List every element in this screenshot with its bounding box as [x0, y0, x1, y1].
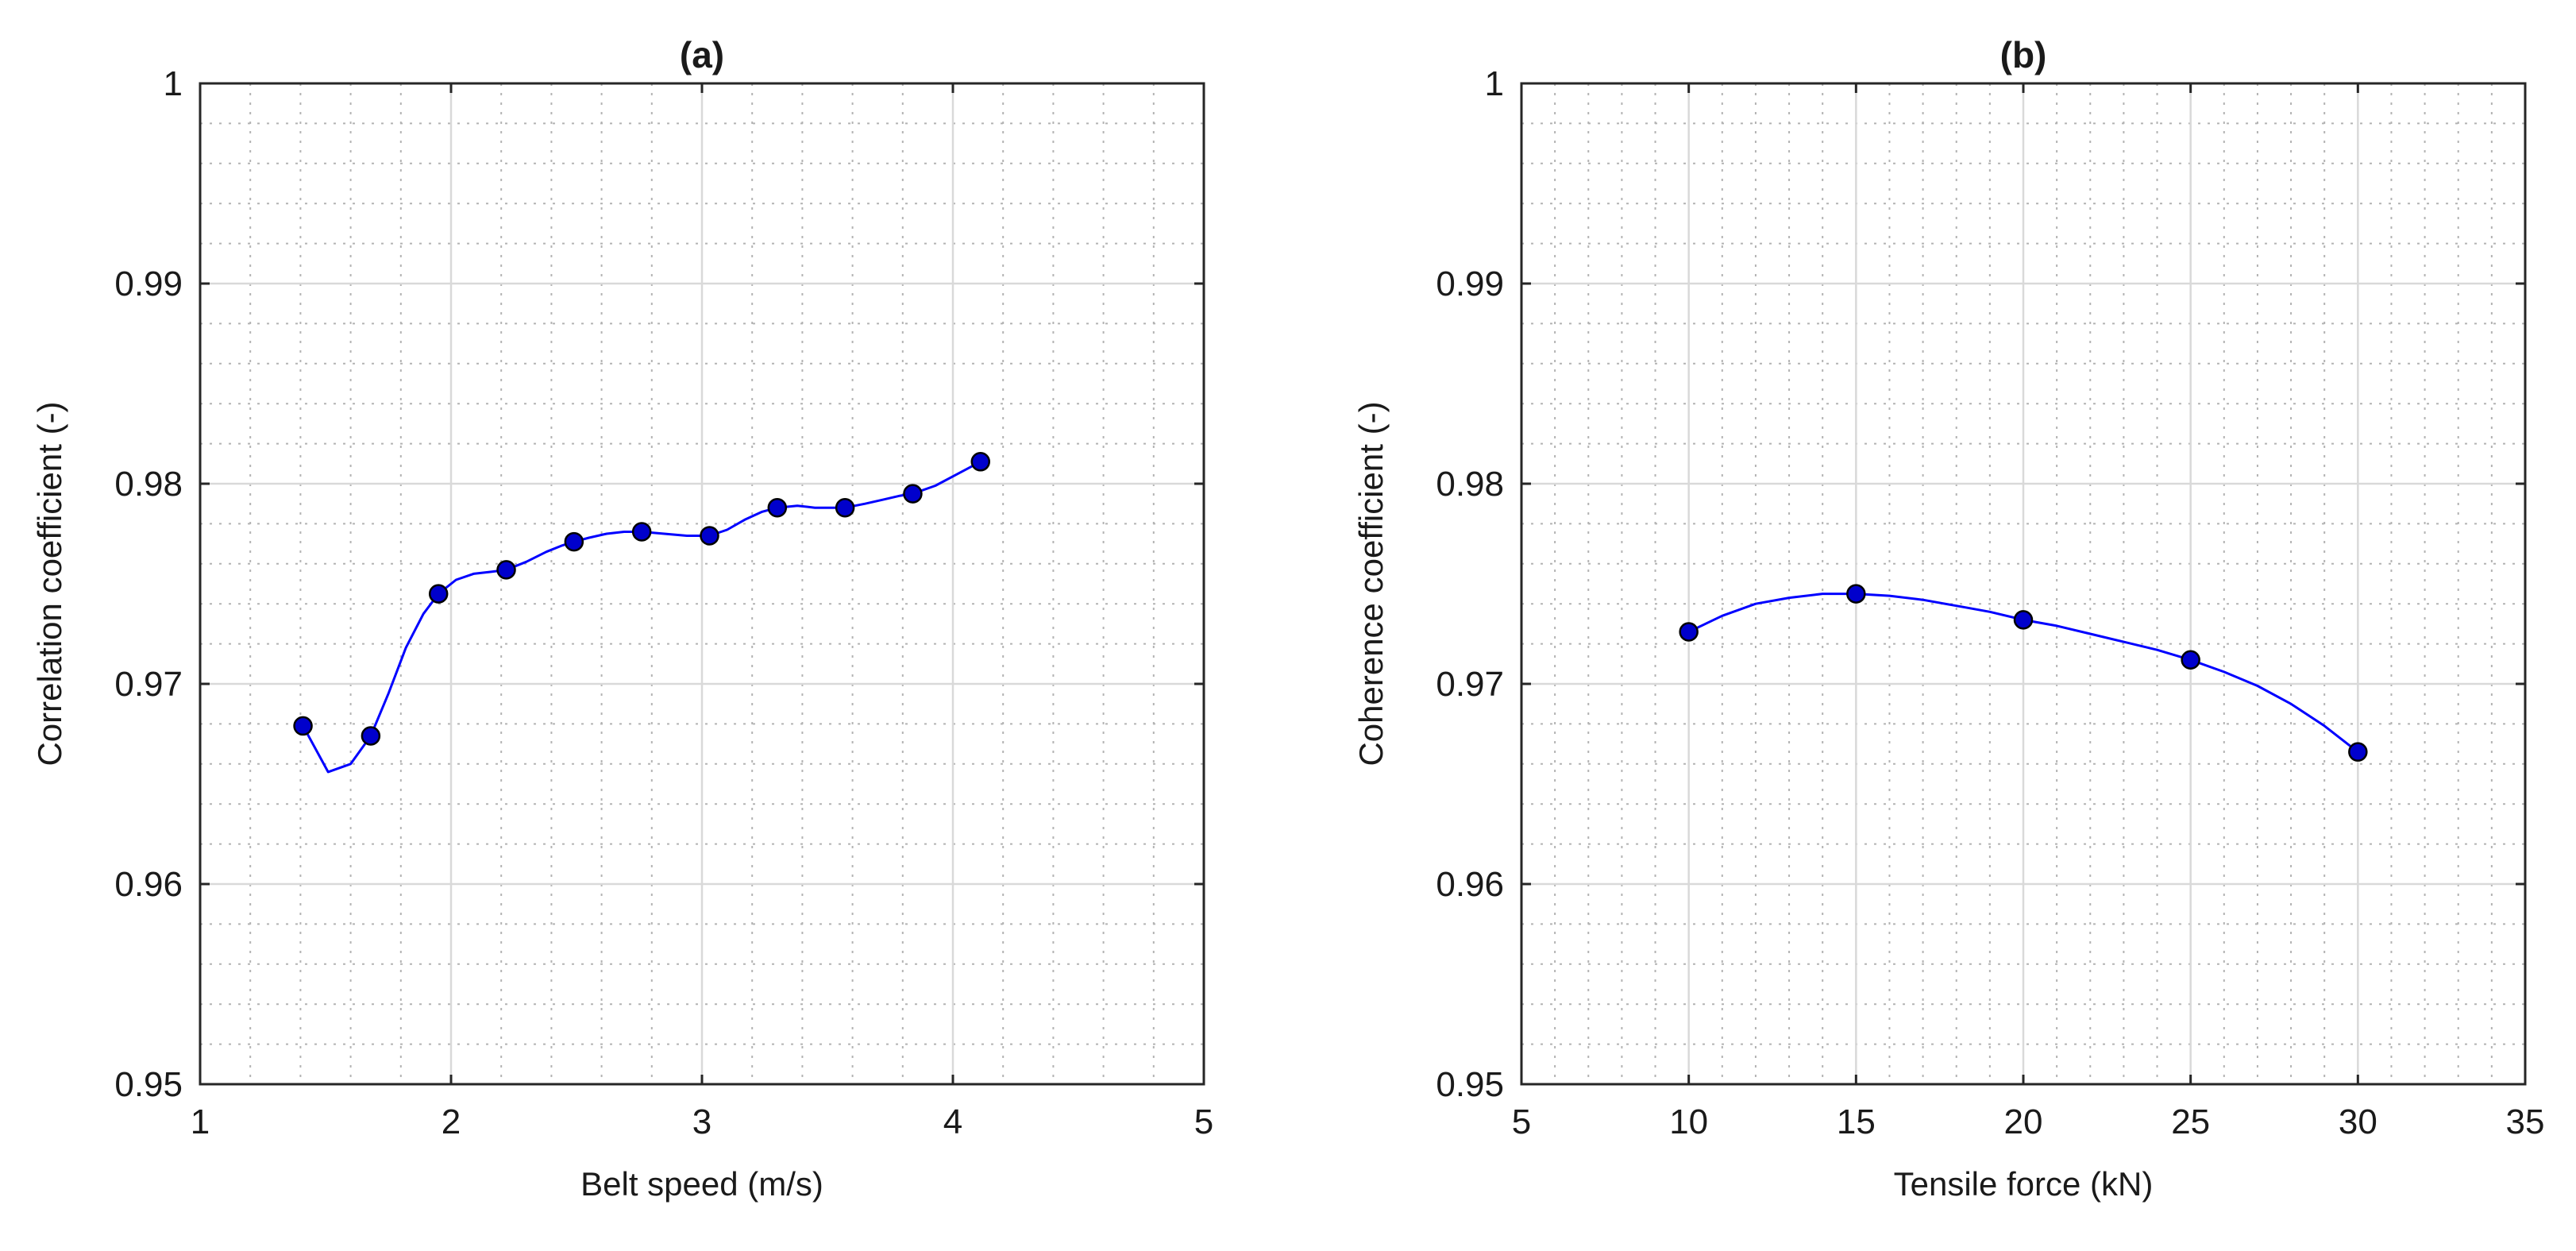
y-tick-label: 0.97 [1436, 665, 1504, 704]
data-point [564, 531, 584, 552]
x-tick-label: 5 [1512, 1102, 1531, 1141]
y-tick-label: 0.96 [1436, 865, 1504, 904]
x-tick-label: 2 [442, 1102, 461, 1141]
y-tick-label: 0.99 [1436, 264, 1504, 303]
y-axis-label: Coherence coefficient (-) [1352, 401, 1390, 766]
data-point [361, 726, 381, 746]
data-point [1846, 584, 1866, 604]
data-point [835, 497, 855, 518]
data-point [1679, 622, 1699, 642]
data-point [293, 716, 313, 736]
panel-a: 1 2 3 4 5 0.95 0.96 0.97 0.98 0.99 1 (a) Belt speed … [31, 34, 1213, 1203]
y-tick-label: 0.97 [114, 665, 183, 704]
data-point [767, 497, 788, 518]
data-point [2013, 610, 2034, 630]
x-tick-label: 25 [2171, 1102, 2210, 1141]
y-tick-label: 0.99 [114, 264, 183, 303]
data-point [428, 584, 449, 604]
chart-title: (a) [680, 34, 724, 75]
x-tick-label: 20 [2004, 1102, 2043, 1141]
data-point [2181, 650, 2200, 670]
data-point [700, 526, 719, 546]
y-tick-label: 1 [164, 64, 183, 103]
data-point [2348, 742, 2368, 762]
x-tick-label: 3 [692, 1102, 711, 1141]
y-axis-label: Correlation coefficient (-) [31, 401, 68, 766]
data-point [970, 452, 991, 472]
y-tick-label: 0.96 [114, 865, 183, 904]
x-axis-label: Tensile force (kN) [1894, 1165, 2154, 1203]
y-tick-label: 0.98 [1436, 465, 1504, 504]
x-tick-label: 10 [1669, 1102, 1708, 1141]
x-tick-label: 30 [2339, 1102, 2377, 1141]
x-tick-label: 5 [1194, 1102, 1213, 1141]
x-tick-label: 1 [191, 1102, 210, 1141]
x-tick-label: 4 [943, 1102, 962, 1141]
data-point [903, 484, 923, 504]
x-tick-label: 15 [1837, 1102, 1876, 1141]
data-point [496, 560, 516, 580]
x-axis-label: Belt speed (m/s) [580, 1165, 823, 1203]
data-point [631, 522, 652, 542]
y-tick-label: 0.98 [114, 465, 183, 504]
chart-title: (b) [2000, 34, 2047, 75]
y-tick-label: 1 [1485, 64, 1504, 103]
panel-b: 5 10 15 20 25 30 35 0.95 0.96 0.97 0.98 0.99 1 (b) Ten… [1352, 34, 2544, 1203]
x-tick-label: 35 [2506, 1102, 2545, 1141]
y-tick-label: 0.95 [114, 1065, 183, 1104]
y-tick-label: 0.95 [1436, 1065, 1504, 1104]
